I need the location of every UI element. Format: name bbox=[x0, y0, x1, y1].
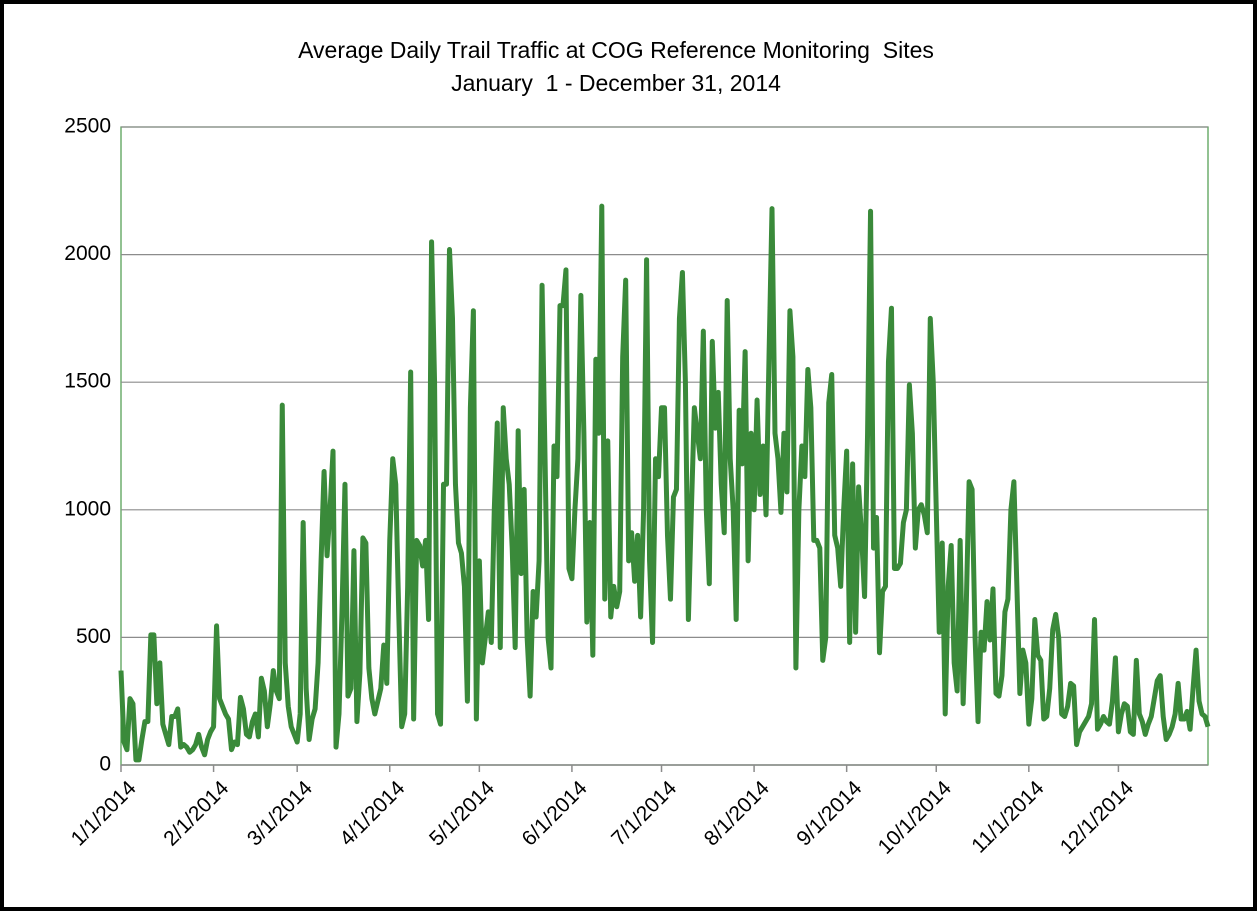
y-tick-label: 500 bbox=[76, 625, 111, 648]
chart-subtitle: January 1 - December 31, 2014 bbox=[451, 70, 781, 96]
y-tick-label: 2500 bbox=[64, 115, 111, 138]
y-tick-label: 1000 bbox=[64, 497, 111, 520]
y-tick-label: 2000 bbox=[64, 242, 111, 265]
y-tick-label: 1500 bbox=[64, 370, 111, 393]
data-line bbox=[118, 203, 1211, 763]
y-tick-label: 0 bbox=[99, 753, 111, 776]
chart-title: Average Daily Trail Traffic at COG Refer… bbox=[298, 37, 934, 63]
